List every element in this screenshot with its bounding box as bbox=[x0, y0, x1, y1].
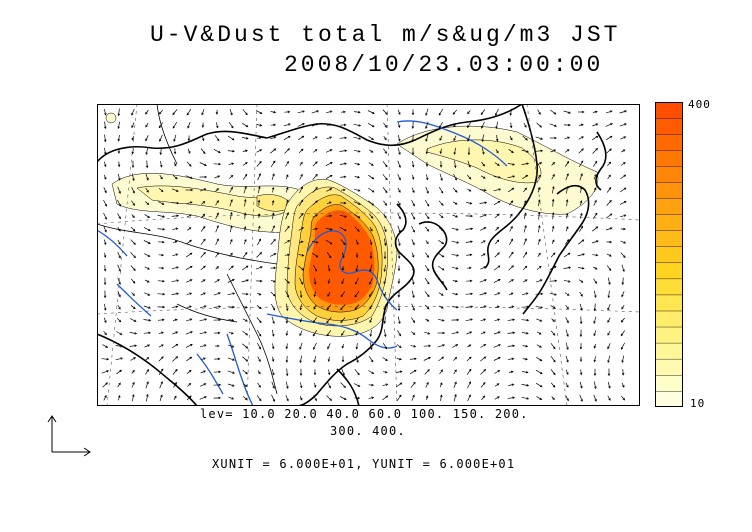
colorbar-cell bbox=[655, 214, 683, 231]
colorbar-cell bbox=[655, 230, 683, 247]
colorbar-cell bbox=[655, 133, 683, 151]
reference-vector-icon bbox=[47, 415, 91, 457]
colorbar-cell bbox=[655, 374, 683, 392]
colorbar-cell bbox=[655, 390, 683, 407]
colorbar-cell bbox=[655, 149, 683, 167]
contour-levels-line1: lev= 10.0 20.0 40.0 60.0 100. 150. 200. bbox=[200, 407, 529, 421]
dust-concentration-field bbox=[105, 112, 599, 337]
colorbar-cell bbox=[655, 294, 683, 312]
colorbar-min-label: 10 bbox=[690, 397, 706, 410]
map-timestamp: 2008/10/23.03:00:00 bbox=[284, 52, 604, 78]
colorbar-cell bbox=[655, 310, 683, 328]
colorbar-max-label: 400 bbox=[688, 98, 711, 111]
lat-lon-grid bbox=[97, 104, 640, 406]
colorbar-cell bbox=[655, 342, 683, 360]
colorbar-cell bbox=[655, 326, 683, 344]
colorbar-cell bbox=[655, 358, 683, 376]
colorbar-cell bbox=[655, 117, 683, 135]
colorbar-cell bbox=[655, 102, 683, 119]
wind-vectors bbox=[101, 108, 628, 402]
map-title: U-V&Dust total m/s&ug/m3 JST bbox=[150, 22, 621, 48]
vector-units: XUNIT = 6.000E+01, YUNIT = 6.000E+01 bbox=[212, 457, 516, 471]
colorbar-cell bbox=[655, 198, 683, 215]
colorbar-cell bbox=[655, 262, 683, 280]
colorbar-cell bbox=[655, 246, 683, 264]
dust-wind-map bbox=[97, 104, 640, 406]
colorbar-cell bbox=[655, 278, 683, 296]
contour-levels-line2: 300. 400. bbox=[330, 424, 406, 438]
colorbar-cell bbox=[655, 166, 683, 183]
colorbar-cell bbox=[655, 182, 683, 199]
rivers bbox=[97, 120, 508, 406]
color-scale-bar bbox=[655, 102, 683, 407]
